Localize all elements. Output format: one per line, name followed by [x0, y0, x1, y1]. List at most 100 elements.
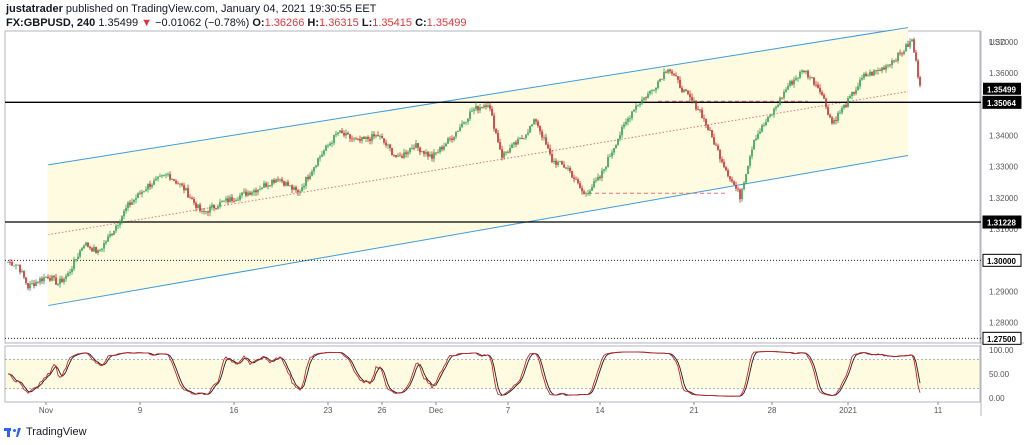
candle-body	[889, 64, 891, 66]
candle-body	[593, 181, 595, 188]
candle-body	[621, 127, 623, 136]
high-value: 1.36315	[319, 17, 359, 29]
candle-body	[541, 131, 543, 138]
candle-body	[665, 71, 667, 73]
candle-body	[317, 158, 319, 166]
candle-body	[313, 167, 315, 172]
candle-body	[653, 90, 655, 91]
candle-body	[37, 281, 39, 283]
candle-body	[281, 179, 283, 182]
candle-body	[235, 200, 237, 202]
candle-body	[49, 278, 51, 281]
candle-body	[345, 132, 347, 136]
candle-body	[35, 281, 37, 287]
candle-body	[703, 118, 705, 119]
candle-body	[211, 204, 213, 207]
candle-body	[403, 152, 405, 158]
candle-body	[175, 180, 177, 184]
candle-body	[605, 167, 607, 170]
candle-body	[637, 104, 639, 106]
candle-body	[441, 146, 443, 150]
candle-body	[783, 91, 785, 98]
candle-body	[335, 133, 337, 135]
candle-body	[823, 94, 825, 99]
candle-body	[745, 174, 747, 183]
candle-body	[157, 176, 159, 179]
candle-body	[699, 109, 701, 111]
candle-body	[729, 176, 731, 180]
candle-body	[641, 99, 643, 104]
x-tick-label: 21	[690, 406, 699, 415]
publish-line: justatrader published on TradingView.com…	[6, 3, 376, 15]
candle-body	[649, 91, 651, 94]
candle-body	[679, 79, 681, 88]
candle-body	[375, 135, 377, 137]
candle-body	[871, 71, 873, 76]
stochastic-k-line	[7, 350, 921, 397]
candle-body	[841, 108, 843, 113]
candle-body	[201, 210, 203, 212]
oscillator-band	[6, 359, 979, 389]
candle-body	[351, 138, 353, 140]
candle-body	[759, 131, 761, 134]
x-tick-label: 14	[596, 406, 605, 415]
candle-body	[87, 242, 89, 247]
candle-body	[97, 249, 99, 253]
candle-body	[543, 137, 545, 139]
candle-body	[787, 85, 789, 90]
candle-body	[917, 60, 919, 78]
candle-body	[499, 142, 501, 150]
candle-body	[915, 52, 917, 61]
candle-body	[471, 110, 473, 112]
oscillator-tick-label: 50.00	[989, 370, 1010, 379]
candle-body	[295, 187, 297, 191]
candle-body	[465, 121, 467, 123]
candle-body	[93, 246, 95, 252]
candle-body	[691, 97, 693, 101]
candle-body	[159, 175, 161, 177]
candle-body	[533, 119, 535, 125]
y-tick-label: 1.36000	[989, 69, 1018, 78]
candle-body	[825, 98, 827, 108]
candle-body	[677, 76, 679, 80]
candle-body	[231, 197, 233, 201]
candle-body	[119, 222, 121, 226]
candle-body	[197, 204, 199, 209]
candle-body	[733, 181, 735, 185]
candle-body	[827, 107, 829, 115]
candle-body	[233, 200, 235, 202]
candle-body	[811, 77, 813, 79]
candle-body	[173, 179, 175, 181]
channel-upper-line	[47, 27, 909, 166]
candle-body	[333, 134, 335, 143]
candle-body	[141, 191, 143, 194]
candle-body	[475, 105, 477, 110]
candle-body	[623, 124, 625, 128]
footer-brand[interactable]: TradingView	[26, 426, 87, 438]
candle-body	[393, 154, 395, 156]
candle-body	[493, 115, 495, 129]
candle-body	[857, 86, 859, 91]
candle-body	[609, 156, 611, 158]
candle-body	[13, 265, 15, 267]
low-value: 1.35415	[372, 17, 412, 29]
candle-body	[395, 155, 397, 157]
candle-body	[767, 116, 769, 122]
candle-body	[769, 115, 771, 117]
candle-body	[457, 130, 459, 132]
candle-body	[443, 146, 445, 150]
author-name[interactable]: justatrader	[6, 3, 63, 15]
candle-body	[113, 230, 115, 235]
candle-body	[223, 200, 225, 202]
candle-body	[111, 234, 113, 235]
candle-body	[565, 167, 567, 169]
candle-body	[169, 174, 171, 180]
candle-body	[195, 202, 197, 209]
candle-body	[253, 190, 255, 193]
candle-body	[373, 134, 375, 137]
candle-body	[819, 87, 821, 93]
candle-body	[785, 89, 787, 92]
y-tick-label: 1.37000	[989, 38, 1018, 47]
candle-body	[861, 78, 863, 80]
